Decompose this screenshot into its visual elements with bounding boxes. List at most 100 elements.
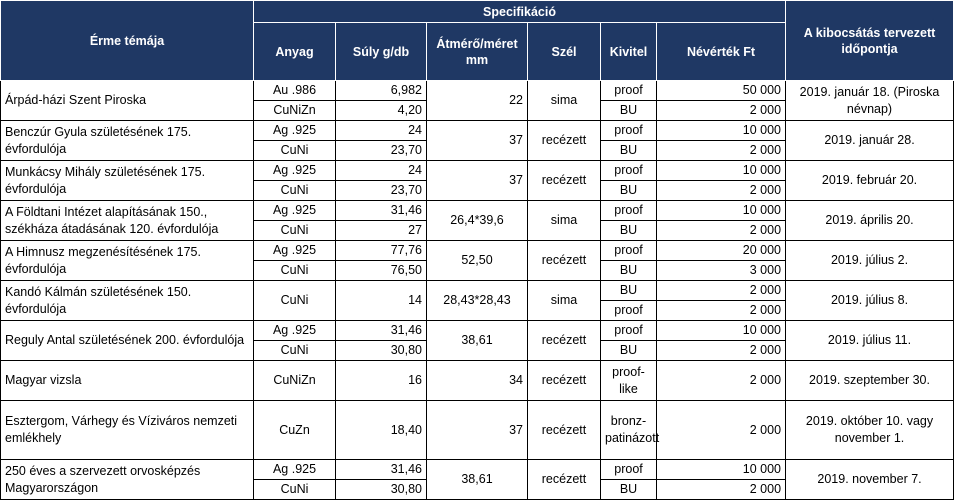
material-cell: CuNi: [253, 220, 336, 241]
material-cell: CuNi: [253, 260, 336, 281]
material-cell: CuNiZn: [253, 360, 336, 401]
diameter-cell: 26,4*39,6: [426, 200, 528, 241]
face-value-cell: 2 000: [655, 300, 787, 321]
diameter-cell: 37: [426, 160, 528, 201]
edge-cell: recézett: [527, 160, 601, 201]
coin-theme: Magyar vizsla: [0, 360, 254, 401]
weight-cell: 76,50: [335, 260, 427, 281]
face-value-cell: 2 000: [655, 360, 787, 401]
coin-theme: Munkácsy Mihály születésének 175. évford…: [0, 160, 254, 201]
face-value-cell: 2 000: [655, 400, 787, 460]
finish-cell: BU: [600, 280, 657, 301]
weight-cell: 30,80: [335, 340, 427, 361]
table-row: proof 2 000: [1, 300, 954, 321]
edge-cell: recézett: [527, 360, 601, 401]
weight-cell: 23,70: [335, 140, 427, 161]
material-cell: Ag .925: [253, 160, 336, 181]
table-row: Reguly Antal születésének 200. évforduló…: [0, 320, 954, 361]
table-row: CuNi 23,70 BU 2 000: [1, 180, 954, 201]
face-value-cell: 50 000: [655, 80, 787, 101]
face-value-cell: 2 000: [655, 280, 787, 301]
coin-theme: 250 éves a szervezett orvosképzés Magyar…: [0, 459, 254, 500]
weight-cell: 31,46: [335, 320, 427, 341]
weight-cell: 31,46: [335, 459, 427, 480]
finish-cell: BU: [600, 220, 657, 241]
header-theme: Érme témája: [0, 0, 254, 81]
finish-cell: BU: [600, 140, 657, 161]
coin-theme: Kandó Kálmán születésének 150. évforduló…: [0, 280, 254, 321]
material-cell: Ag .925: [253, 320, 336, 341]
edge-cell: recézett: [527, 120, 601, 161]
material-cell: CuNi: [253, 180, 336, 201]
header-edge: Szél: [527, 22, 601, 81]
finish-cell: proof: [600, 80, 657, 101]
face-value-cell: 3 000: [655, 260, 787, 281]
face-value-cell: 2 000: [655, 220, 787, 241]
issue-date-cell: 2019. július 11.: [785, 320, 954, 361]
material-cell: CuNi: [253, 479, 336, 500]
table-row: CuNi 30,80 BU 2 000: [1, 479, 954, 500]
material-cell: CuNi: [253, 280, 336, 321]
finish-cell: bronz-patinázott: [600, 400, 659, 460]
diameter-cell: 52,50: [426, 240, 528, 281]
face-value-cell: 2 000: [655, 479, 787, 500]
finish-cell: BU: [600, 260, 657, 281]
header-issue-date: A kibocsátás tervezett időpontja: [785, 0, 954, 81]
edge-cell: sima: [527, 200, 601, 241]
weight-cell: 77,76: [335, 240, 427, 261]
weight-cell: 4,20: [335, 100, 427, 121]
weight-cell: 16: [335, 360, 427, 401]
material-cell: CuNi: [253, 340, 336, 361]
table-row: A Himnusz megzenésítésének 175. évfordul…: [0, 240, 954, 281]
diameter-cell: 38,61: [426, 459, 528, 500]
header-material: Anyag: [253, 22, 336, 81]
weight-cell: 24: [335, 120, 427, 141]
header-finish: Kivitel: [600, 22, 657, 81]
weight-cell: 6,982: [335, 80, 427, 101]
issue-date-cell: 2019. október 10. vagy november 1.: [785, 400, 954, 460]
face-value-cell: 10 000: [655, 320, 787, 341]
issue-date-cell: 2019. július 8.: [785, 280, 954, 321]
weight-cell: 14: [335, 280, 427, 321]
coin-theme: A Földtani Intézet alapításának 150., sz…: [0, 200, 254, 241]
coin-theme: Árpád-házi Szent Piroska: [0, 80, 254, 121]
table-row: Magyar vizsla CuNiZn 16 34 recézett proo…: [0, 360, 954, 401]
material-cell: CuZn: [253, 400, 336, 460]
material-cell: CuNiZn: [253, 100, 336, 121]
header-specification: Specifikáció: [252, 0, 787, 23]
material-cell: Au .986: [253, 80, 336, 101]
material-cell: Ag .925: [253, 120, 336, 141]
table-row: CuNi 76,50 BU 3 000: [1, 260, 954, 281]
table-row: Benczúr Gyula születésének 175. évfordul…: [0, 120, 954, 161]
diameter-cell: 38,61: [426, 320, 528, 361]
material-cell: CuNi: [253, 140, 336, 161]
header-diameter: Átmérő/méret mm: [426, 22, 528, 81]
face-value-cell: 10 000: [655, 160, 787, 181]
edge-cell: recézett: [527, 459, 601, 500]
finish-cell: proof-like: [600, 360, 657, 401]
finish-cell: proof: [600, 300, 657, 321]
weight-cell: 23,70: [335, 180, 427, 201]
weight-cell: 27: [335, 220, 427, 241]
table-row: A Földtani Intézet alapításának 150., sz…: [0, 200, 954, 241]
weight-cell: 24: [335, 160, 427, 181]
diameter-cell: 37: [426, 400, 528, 460]
weight-cell: 18,40: [335, 400, 427, 460]
face-value-cell: 10 000: [655, 459, 787, 480]
edge-cell: recézett: [527, 240, 601, 281]
weight-cell: 30,80: [335, 479, 427, 500]
finish-cell: proof: [600, 320, 657, 341]
table-row: CuNi 23,70 BU 2 000: [1, 140, 954, 161]
weight-cell: 31,46: [335, 200, 427, 221]
table-row: Esztergom, Várhegy és Víziváros nemzeti …: [0, 400, 954, 460]
coin-theme: A Himnusz megzenésítésének 175. évfordul…: [0, 240, 254, 281]
material-cell: Ag .925: [253, 459, 336, 480]
finish-cell: BU: [600, 479, 657, 500]
face-value-cell: 2 000: [655, 140, 787, 161]
material-cell: Ag .925: [253, 240, 336, 261]
finish-cell: BU: [600, 180, 657, 201]
table-row: CuNi 27 BU 2 000: [1, 220, 954, 241]
issue-date-cell: 2019. november 7.: [785, 459, 954, 500]
issue-date-cell: 2019. szeptember 30.: [785, 360, 954, 401]
